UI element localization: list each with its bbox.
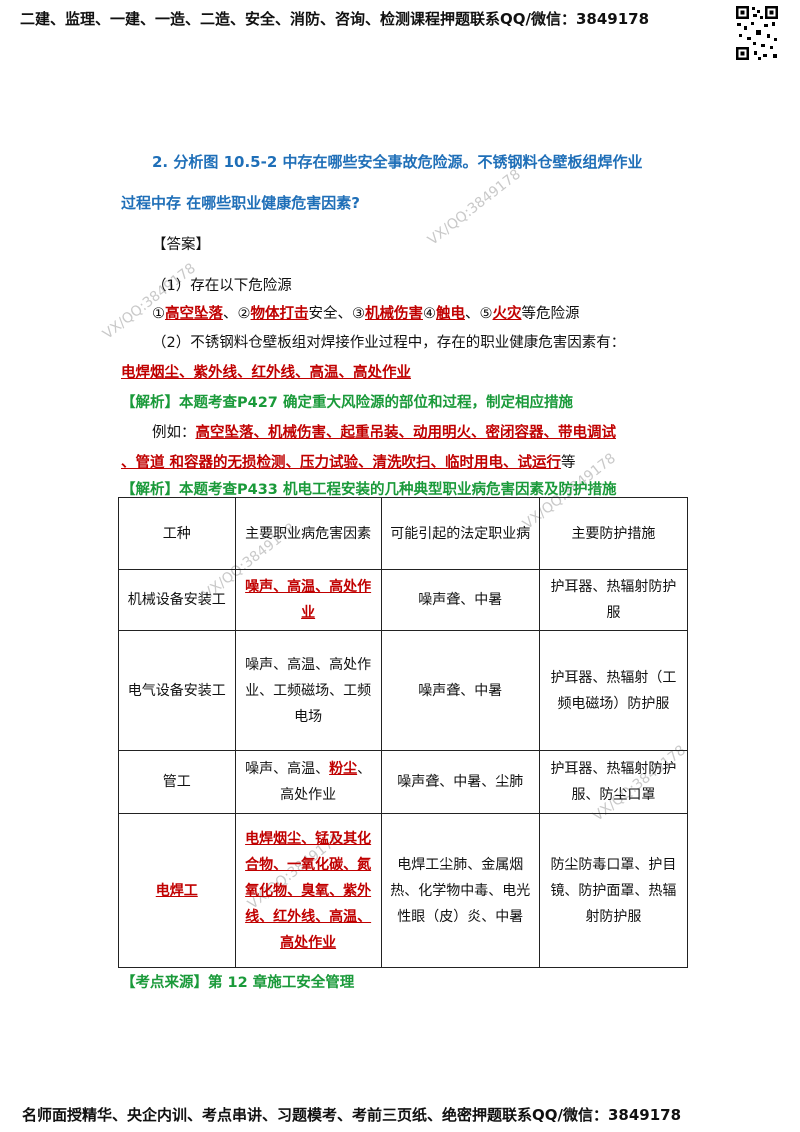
hazard-item: 触电 xyxy=(436,306,465,322)
table-row: 电气设备安装工 噪声、高温、高处作业、工频磁场、工频电场 噪声聋、中暑 护耳器、… xyxy=(118,630,689,751)
hazard-item: 火灾 xyxy=(492,306,522,322)
analysis-title-1: 【解析】本题考查P427 确定重大风险源的部位和过程，制定相应措施 xyxy=(121,395,573,411)
occupational-hazard-table: 工种 主要职业病危害因素 可能引起的法定职业病 主要防护措施 机械设备安装工 噪… xyxy=(118,497,689,968)
job-cell: 机械设备安装工 xyxy=(118,569,236,631)
protection-cell: 护耳器、热辐射防护服、防尘口罩 xyxy=(538,750,689,814)
question-line-2: 过程中存 在哪些职业健康危害因素? xyxy=(121,194,360,212)
job-highlight: 电焊工 xyxy=(155,882,198,899)
question-line-1: 2. 分析图 10.5-2 中存在哪些安全事故危险源。不锈钢料仓壁板组焊作业 xyxy=(152,153,643,171)
source-note: 【考点来源】第 12 章施工安全管理 xyxy=(121,975,355,991)
table-row: 电焊工 电焊烟尘、锰及其化合物、一氧化碳、氮氧化物、臭氧、紫外线、红外线、高温、… xyxy=(118,813,689,968)
disease-cell: 噪声聋、中暑、尘肺 xyxy=(380,750,540,814)
protection-cell: 护耳器、热辐射防护服 xyxy=(538,569,689,631)
health-factor-list: 电焊烟尘、紫外线、红外线、高温、高处作业 xyxy=(121,365,411,381)
hazard-sep: 等危险源 xyxy=(521,306,580,322)
table-row: 管工 噪声、高温、粉尘、高处作业 噪声聋、中暑、尘肺 护耳器、热辐射防护服、防尘… xyxy=(118,750,689,814)
protection-cell: 防尘防毒口罩、护目镜、防护面罩、热辐射防护服 xyxy=(538,813,689,968)
factor-cell: 噪声、高温、高处作业 xyxy=(234,569,382,631)
hazard-sep: 安全、③ xyxy=(308,306,366,322)
column-header: 工种 xyxy=(118,497,236,570)
analysis-title-2: 【解析】本题考查P433 机电工程安装的几种典型职业病危害因素及防护措施 xyxy=(121,482,617,498)
example-line-1: 例如：高空坠落、机械伤害、起重吊装、动用明火、密闭容器、带电调试 xyxy=(152,421,616,442)
disease-cell: 噪声聋、中暑 xyxy=(380,630,540,751)
table-header-row: 工种 主要职业病危害因素 可能引起的法定职业病 主要防护措施 xyxy=(118,497,689,570)
column-header: 主要防护措施 xyxy=(538,497,689,570)
factor-highlight: 粉尘 xyxy=(329,761,358,777)
table-row: 机械设备安装工 噪声、高温、高处作业 噪声聋、中暑 护耳器、热辐射防护服 xyxy=(118,569,689,631)
hazard-sep: 、② xyxy=(223,306,251,322)
qr-code-icon xyxy=(734,4,780,62)
disease-cell: 噪声聋、中暑 xyxy=(380,569,540,631)
factor-cell: 电焊烟尘、锰及其化合物、一氧化碳、氮氧化物、臭氧、紫外线、红外线、高温、高处作业 xyxy=(234,813,382,968)
protection-cell: 护耳器、热辐射（工频电磁场）防护服 xyxy=(538,630,689,751)
hazard-item: 高空坠落 xyxy=(165,306,223,322)
factor-cell: 噪声、高温、高处作业、工频磁场、工频电场 xyxy=(234,630,382,751)
column-header: 可能引起的法定职业病 xyxy=(380,497,540,570)
example-line-2: 、管道 和容器的无损检测、压力试验、清洗吹扫、临时用电、试运行等 xyxy=(121,451,576,472)
job-cell: 电气设备安装工 xyxy=(118,630,236,751)
column-header: 主要职业病危害因素 xyxy=(234,497,382,570)
hazard-sep: ④ xyxy=(423,306,436,322)
example-prefix: 例如： xyxy=(152,425,196,441)
job-cell: 管工 xyxy=(118,750,236,814)
factor-text: 噪声、高温、 xyxy=(245,761,330,777)
answer-part-2: （2）不锈钢料仓壁板组对焊接作业过程中，存在的职业健康危害因素有： xyxy=(152,335,626,351)
disease-cell: 电焊工尘肺、金属烟热、化学物中毒、电光性眼（皮）炎、中暑 xyxy=(380,813,540,968)
hazard-sep: 、⑤ xyxy=(465,306,493,322)
factor-text: 、高处作业 xyxy=(280,761,372,803)
factor-highlight: 电焊烟尘、锰及其化合物、一氧化碳、氮氧化物、臭氧、紫外线、红外线、高温、高处作业 xyxy=(245,830,372,951)
watermark-text: VX/QQ:3849178 xyxy=(425,166,524,249)
page-header: 二建、监理、一建、一造、二造、安全、消防、咨询、检测课程押题联系QQ/微信：38… xyxy=(20,10,650,28)
page-footer: 名师面授精华、央企内训、考点串讲、习题模考、考前三页纸、绝密押题联系QQ/微信：… xyxy=(22,1106,682,1124)
example-list: 高空坠落、机械伤害、起重吊装、动用明火、密闭容器、带电调试 xyxy=(195,425,617,441)
factor-highlight: 噪声、高温、高处作业 xyxy=(245,579,372,621)
example-suffix: 等 xyxy=(561,455,576,471)
example-list: 、管道 和容器的无损检测、压力试验、清洗吹扫、临时用电、试运行 xyxy=(121,455,562,471)
job-cell: 电焊工 xyxy=(118,813,236,968)
answer-title: 【答案】 xyxy=(152,237,210,253)
hazard-item: 物体打击 xyxy=(250,306,309,322)
factor-cell: 噪声、高温、粉尘、高处作业 xyxy=(234,750,382,814)
hazard-item: 机械伤害 xyxy=(365,306,423,322)
answer-part-1: （1）存在以下危险源 xyxy=(152,278,292,294)
hazard-list: ①高空坠落、②物体打击安全、③机械伤害④触电、⑤火灾等危险源 xyxy=(152,302,580,323)
hazard-marker: ① xyxy=(152,306,165,322)
